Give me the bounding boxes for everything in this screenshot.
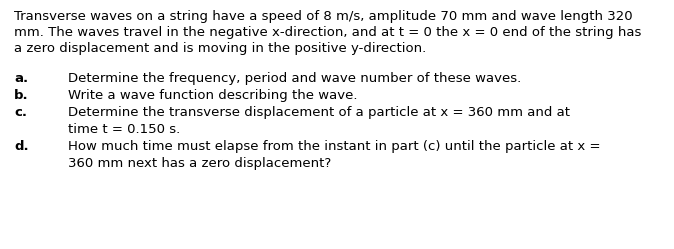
Text: b.: b.	[14, 89, 28, 102]
Text: a zero displacement and is moving in the positive y-direction.: a zero displacement and is moving in the…	[14, 42, 426, 55]
Text: time t = 0.150 s.: time t = 0.150 s.	[68, 123, 180, 136]
Text: Transverse waves on a string have a speed of 8 m/s, amplitude 70 mm and wave len: Transverse waves on a string have a spee…	[14, 10, 633, 23]
Text: mm. The waves travel in the negative x-direction, and at t = 0 the x = 0 end of : mm. The waves travel in the negative x-d…	[14, 26, 642, 39]
Text: How much time must elapse from the instant in part (c) until the particle at x =: How much time must elapse from the insta…	[68, 140, 601, 153]
Text: Determine the transverse displacement of a particle at x = 360 mm and at: Determine the transverse displacement of…	[68, 106, 570, 119]
Text: c.: c.	[14, 106, 27, 119]
Text: Write a wave function describing the wave.: Write a wave function describing the wav…	[68, 89, 357, 102]
Text: a.: a.	[14, 72, 28, 85]
Text: Determine the frequency, period and wave number of these waves.: Determine the frequency, period and wave…	[68, 72, 521, 85]
Text: d.: d.	[14, 140, 28, 153]
Text: 360 mm next has a zero displacement?: 360 mm next has a zero displacement?	[68, 157, 331, 170]
